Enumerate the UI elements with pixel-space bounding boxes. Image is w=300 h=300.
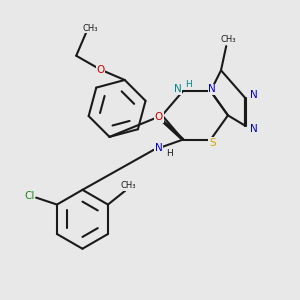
Text: CH₃: CH₃ [82,23,98,32]
Text: S: S [209,138,216,148]
Text: N: N [250,90,258,100]
Text: N: N [174,84,182,94]
Text: H: H [166,149,172,158]
Text: CH₃: CH₃ [121,181,136,190]
Text: N: N [208,84,216,94]
Text: CH₃: CH₃ [220,35,236,44]
Text: N: N [250,124,258,134]
Text: O: O [154,112,163,122]
Text: N: N [155,143,163,153]
Text: Cl: Cl [24,191,34,201]
Text: O: O [96,64,105,75]
Text: H: H [185,80,191,89]
